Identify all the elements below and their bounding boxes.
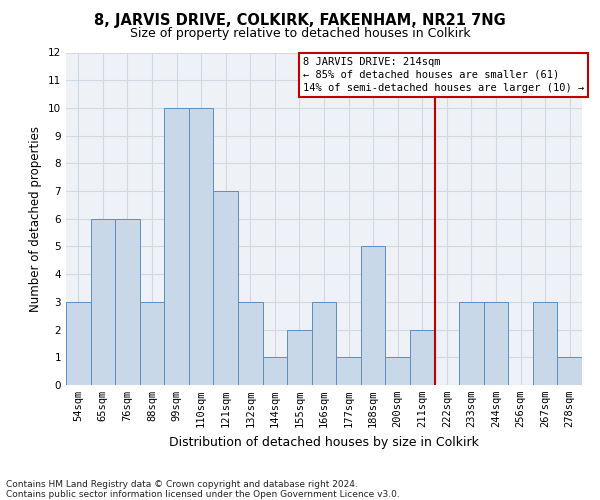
- Bar: [484, 302, 508, 385]
- Bar: [557, 358, 582, 385]
- Bar: [263, 358, 287, 385]
- Bar: [385, 358, 410, 385]
- Text: 8, JARVIS DRIVE, COLKIRK, FAKENHAM, NR21 7NG: 8, JARVIS DRIVE, COLKIRK, FAKENHAM, NR21…: [94, 12, 506, 28]
- Text: Size of property relative to detached houses in Colkirk: Size of property relative to detached ho…: [130, 28, 470, 40]
- Bar: [214, 191, 238, 385]
- Text: Contains HM Land Registry data © Crown copyright and database right 2024.: Contains HM Land Registry data © Crown c…: [6, 480, 358, 489]
- Bar: [459, 302, 484, 385]
- Bar: [361, 246, 385, 385]
- Text: Contains public sector information licensed under the Open Government Licence v3: Contains public sector information licen…: [6, 490, 400, 499]
- Bar: [336, 358, 361, 385]
- Bar: [164, 108, 189, 385]
- Bar: [66, 302, 91, 385]
- Y-axis label: Number of detached properties: Number of detached properties: [29, 126, 43, 312]
- Bar: [238, 302, 263, 385]
- Bar: [115, 219, 140, 385]
- Text: 8 JARVIS DRIVE: 214sqm
← 85% of detached houses are smaller (61)
14% of semi-det: 8 JARVIS DRIVE: 214sqm ← 85% of detached…: [303, 56, 584, 93]
- Bar: [287, 330, 312, 385]
- Bar: [410, 330, 434, 385]
- Bar: [140, 302, 164, 385]
- Bar: [189, 108, 214, 385]
- X-axis label: Distribution of detached houses by size in Colkirk: Distribution of detached houses by size …: [169, 436, 479, 448]
- Bar: [91, 219, 115, 385]
- Bar: [312, 302, 336, 385]
- Bar: [533, 302, 557, 385]
